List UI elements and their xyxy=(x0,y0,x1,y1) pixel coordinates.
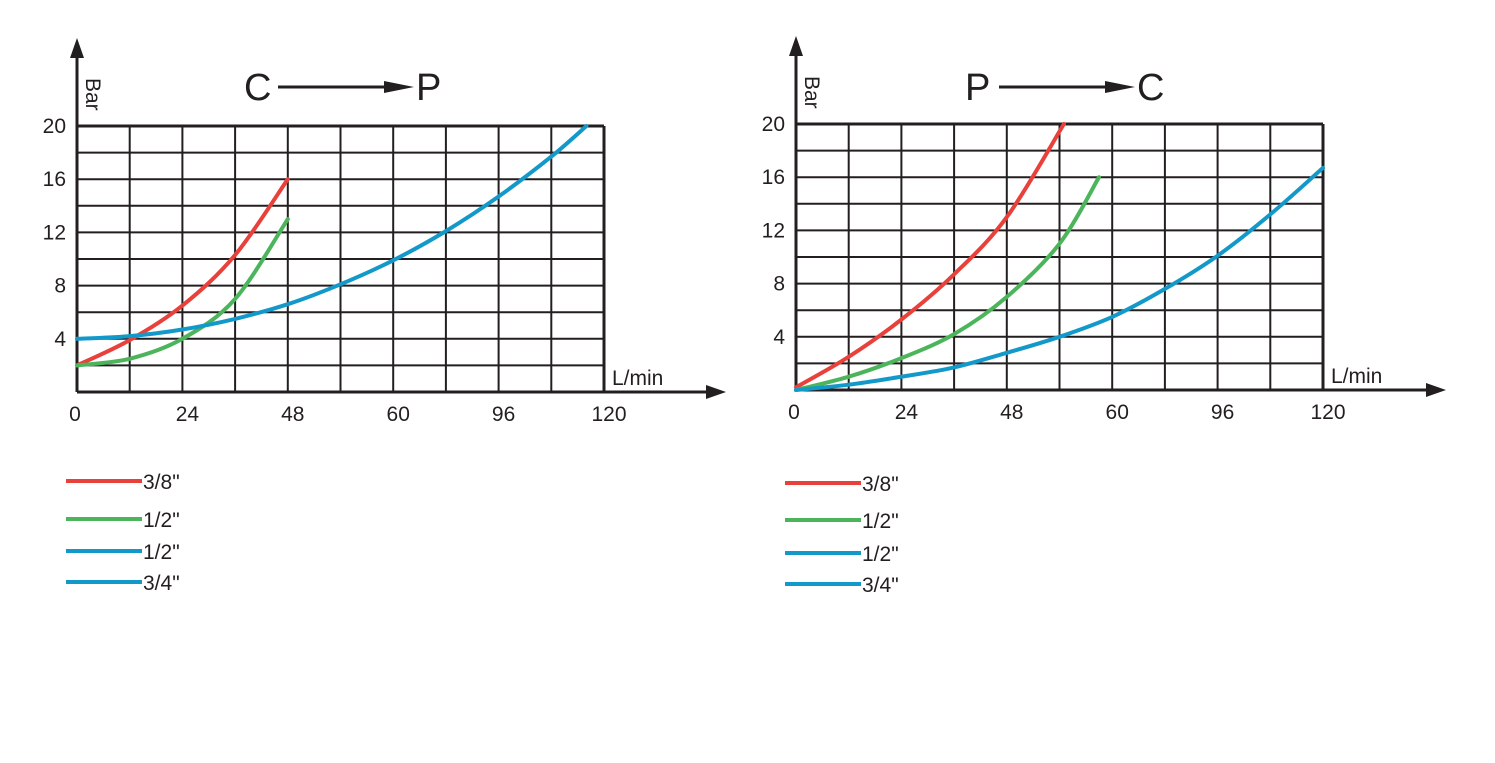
flow-from-label: P xyxy=(965,67,990,109)
y-axis-title: Bar xyxy=(81,78,104,111)
x-tick-label: 120 xyxy=(1310,401,1345,424)
series-line xyxy=(794,165,1325,392)
y-tick-label: 8 xyxy=(54,275,66,298)
series-line xyxy=(75,124,589,341)
legend-label: 1/2" xyxy=(862,510,899,533)
flow-to-label: P xyxy=(416,67,441,109)
flow-from-label: C xyxy=(244,67,271,109)
y-tick-label: 8 xyxy=(773,273,785,296)
series-line xyxy=(794,122,1066,390)
x-tick-label: 0 xyxy=(788,401,800,424)
legend-label: 3/8" xyxy=(862,473,899,496)
legend-label: 1/2" xyxy=(143,509,180,532)
y-tick-label: 16 xyxy=(43,168,66,191)
y-axis-arrow-icon xyxy=(70,38,84,58)
x-tick-label: 48 xyxy=(281,403,304,426)
y-tick-label: 12 xyxy=(43,221,66,244)
x-axis-arrow-icon xyxy=(1426,383,1446,397)
x-axis-title: L/min xyxy=(612,367,663,390)
series-line xyxy=(75,177,290,368)
flow-to-label: C xyxy=(1137,67,1164,109)
flow-arrow-icon xyxy=(1105,81,1135,93)
y-tick-label: 16 xyxy=(762,166,785,189)
legend-label: 1/2" xyxy=(143,541,180,564)
legend-label: 3/4" xyxy=(143,572,180,595)
x-tick-label: 120 xyxy=(591,403,626,426)
legend-label: 3/8" xyxy=(143,471,180,494)
y-tick-label: 4 xyxy=(773,326,785,349)
x-tick-label: 48 xyxy=(1000,401,1023,424)
x-axis-arrow-icon xyxy=(706,385,726,399)
y-tick-label: 20 xyxy=(43,115,66,138)
x-tick-label: 24 xyxy=(176,403,200,426)
x-tick-label: 24 xyxy=(895,401,919,424)
flow-arrow-icon xyxy=(384,81,414,93)
grid xyxy=(796,124,1323,390)
y-axis-arrow-icon xyxy=(789,36,803,56)
legend-label: 3/4" xyxy=(862,574,899,597)
x-tick-label: 96 xyxy=(1211,401,1234,424)
x-tick-label: 60 xyxy=(1106,401,1129,424)
x-tick-label: 96 xyxy=(492,403,515,426)
x-tick-label: 0 xyxy=(69,403,81,426)
series-line xyxy=(75,217,290,368)
x-tick-label: 60 xyxy=(387,403,410,426)
y-tick-label: 12 xyxy=(762,219,785,242)
y-tick-label: 20 xyxy=(762,113,785,136)
series-line xyxy=(794,175,1101,392)
y-tick-label: 4 xyxy=(54,328,66,351)
x-axis-title: L/min xyxy=(1331,365,1382,388)
legend-label: 1/2" xyxy=(862,543,899,566)
y-axis-title: Bar xyxy=(800,76,823,109)
